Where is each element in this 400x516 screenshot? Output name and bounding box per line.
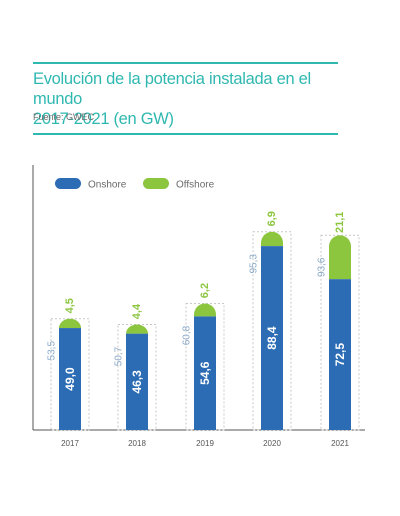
value-onshore-2019: 54,6: [198, 361, 212, 385]
legend-swatch-onshore: [55, 178, 81, 189]
value-onshore-2020: 88,4: [265, 326, 279, 350]
bar-offshore-2018: [126, 324, 148, 334]
title-line-1: Evolución de la potencia instalada en el…: [33, 70, 311, 108]
value-onshore-2021: 72,5: [333, 343, 347, 367]
value-total-2017: 53,5: [47, 341, 58, 361]
value-onshore-2017: 49,0: [63, 367, 77, 391]
x-tick-2018: 2018: [128, 439, 146, 448]
value-onshore-2018: 46,3: [130, 370, 144, 394]
x-tick-2021: 2021: [331, 439, 349, 448]
bar-onshore-2017: [59, 328, 81, 430]
bar-offshore-2017: [59, 318, 81, 329]
value-offshore-2021: 21,1: [334, 212, 346, 233]
value-total-2020: 95,3: [249, 254, 260, 274]
value-offshore-2018: 4,4: [131, 303, 143, 319]
value-total-2019: 60,8: [182, 325, 193, 345]
value-total-2021: 93,6: [317, 257, 328, 277]
value-offshore-2020: 6,9: [266, 211, 278, 226]
x-tick-2020: 2020: [263, 439, 281, 448]
x-tick-2017: 2017: [61, 439, 79, 448]
total-box-2021: [320, 234, 360, 431]
total-box-2020: [252, 231, 292, 431]
value-offshore-2017: 4,5: [64, 298, 76, 313]
bar-onshore-2021: [329, 279, 351, 430]
legend-swatch-offshore: [143, 178, 169, 189]
total-box-2019: [185, 303, 225, 431]
bar-onshore-2018: [126, 333, 148, 430]
title-line-2: 2017-2021 (en GW): [33, 110, 174, 128]
chart-title: Evolución de la potencia instalada en el…: [33, 69, 353, 129]
value-total-2018: 50,7: [114, 346, 125, 366]
x-tick-2019: 2019: [196, 439, 214, 448]
title-bottom-rule: [33, 133, 338, 135]
value-offshore-2019: 6,2: [199, 283, 211, 298]
bar-onshore-2020: [261, 246, 283, 430]
source-note: Fuente: GWEC: [33, 112, 95, 122]
bar-offshore-2021: [329, 235, 351, 280]
bar-offshore-2019: [194, 303, 216, 317]
bar-offshore-2020: [261, 231, 283, 247]
bar-onshore-2019: [194, 316, 216, 430]
legend-label-offshore: Offshore: [176, 180, 215, 191]
title-top-rule: [33, 62, 338, 64]
legend-label-onshore: Onshore: [88, 180, 127, 191]
